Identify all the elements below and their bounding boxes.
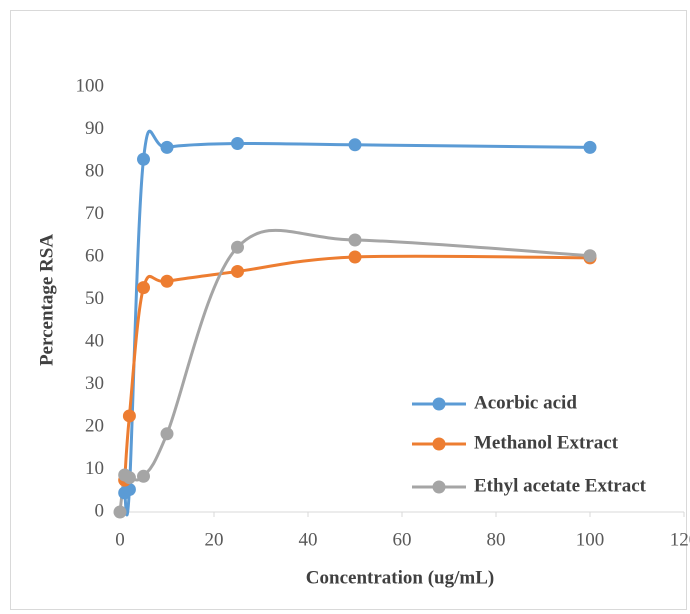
- chart-border: [10, 10, 687, 610]
- data-point: [231, 137, 244, 151]
- legend-label: Ethyl acetate Extract: [474, 475, 647, 496]
- x-tick-label: 100: [576, 529, 605, 550]
- x-tick-label: 20: [205, 529, 224, 550]
- data-point: [122, 409, 136, 423]
- y-tick-label: 100: [76, 75, 105, 96]
- legend-marker: [432, 397, 446, 411]
- data-point: [583, 140, 597, 154]
- legend-label: Methanol Extract: [474, 432, 619, 453]
- data-point: [160, 274, 174, 288]
- data-point: [160, 140, 174, 154]
- data-point: [160, 427, 174, 441]
- legend-marker: [432, 480, 446, 494]
- y-tick-label: 70: [85, 203, 104, 224]
- y-tick-label: 80: [85, 160, 104, 181]
- data-point: [137, 469, 150, 483]
- x-tick-label: 60: [393, 529, 412, 550]
- data-point: [137, 152, 150, 166]
- legend-label: Acorbic acid: [474, 392, 577, 413]
- data-point: [583, 249, 597, 263]
- x-tick-label: 80: [487, 529, 506, 550]
- data-point: [348, 138, 362, 152]
- data-point: [137, 281, 150, 295]
- data-point: [122, 471, 136, 485]
- data-point: [348, 250, 362, 264]
- x-axis-title: Concentration (ug/mL): [306, 567, 494, 588]
- y-tick-label: 40: [85, 330, 104, 351]
- data-point: [231, 240, 244, 254]
- data-point: [348, 233, 362, 247]
- data-point: [113, 505, 127, 519]
- data-point: [231, 264, 244, 278]
- y-tick-label: 0: [95, 500, 105, 521]
- y-tick-label: 20: [85, 415, 104, 436]
- series-line: [123, 254, 591, 481]
- y-tick-label: 90: [85, 118, 104, 139]
- y-tick-label: 30: [85, 373, 104, 394]
- x-tick-label: 0: [115, 529, 125, 550]
- y-tick-label: 50: [85, 288, 104, 309]
- legend-marker: [432, 437, 446, 451]
- y-axis-title: Percentage RSA: [36, 234, 57, 366]
- y-tick-label: 10: [85, 458, 104, 479]
- x-tick-label: 120: [670, 529, 690, 550]
- x-tick-label: 40: [299, 529, 318, 550]
- y-tick-label: 60: [85, 245, 104, 266]
